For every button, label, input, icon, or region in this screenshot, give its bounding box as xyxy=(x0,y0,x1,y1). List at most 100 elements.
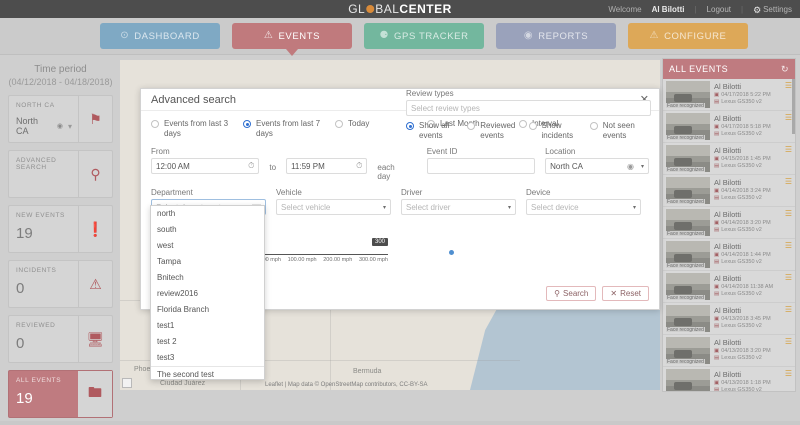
radio-reviewed-events[interactable]: Reviewed events xyxy=(467,121,528,141)
chevron-down-icon[interactable]: ▾ xyxy=(507,204,511,211)
event-meta: Al Bilotti ▣ 04/14/2018 11:38 AM ▤ Lexus GS3… xyxy=(714,273,779,300)
event-list-item[interactable]: Face recognized Al Bilotti ▣ 04/14/2018 11:… xyxy=(663,271,795,303)
car-icon: ▤ xyxy=(714,163,720,169)
event-meta: Al Bilotti ▣ 04/14/2018 1:44 PM ▤ Lexus GS35… xyxy=(714,241,779,268)
speed-slider[interactable]: 300 0.00 mph 100.00 mph 200.00 mph 300.0… xyxy=(258,236,454,272)
top-bar: GL BALCENTER Welcome Al Bilotti | Logout … xyxy=(0,0,800,18)
event-thumbnail[interactable]: Face recognized xyxy=(666,81,710,108)
department-option[interactable]: Tampa xyxy=(157,257,182,266)
department-option[interactable]: test 2 xyxy=(157,337,177,346)
refresh-icon[interactable]: ↻ xyxy=(780,63,789,74)
event-thumbnail[interactable]: Face recognized xyxy=(666,369,710,391)
department-option[interactable]: test3 xyxy=(157,353,175,362)
car-icon: ▤ xyxy=(714,195,720,201)
department-option[interactable]: review2016 xyxy=(157,289,198,298)
review-types-label: Review types xyxy=(406,89,454,98)
to-time-input[interactable]: 11:59 PM ⏱ xyxy=(286,158,368,174)
chevron-down-icon[interactable]: ▾ xyxy=(67,121,72,131)
event-list-item[interactable]: Face recognized Al Bilotti ▣ 04/17/2018 5:1… xyxy=(663,111,795,143)
event-list-item[interactable]: Face recognized Al Bilotti ▣ 04/13/2018 3:4… xyxy=(663,303,795,335)
radio-events-last-7-days[interactable]: Events from last 7 days xyxy=(243,119,335,139)
device-select[interactable]: Select device ▾ xyxy=(526,199,641,215)
search-button[interactable]: ⚲ Search xyxy=(546,286,597,301)
person-badge-icon: ☰ xyxy=(784,113,792,122)
radio-events-last-3-days[interactable]: Events from last 3 days xyxy=(151,119,243,139)
department-option[interactable]: south xyxy=(157,225,177,234)
tab-reports[interactable]: ◉ REPORTS xyxy=(496,23,616,49)
event-thumbnail[interactable]: Face recognized xyxy=(666,273,710,300)
driver-select[interactable]: Select driver ▾ xyxy=(401,199,516,215)
review-types-input[interactable]: Select review types xyxy=(406,100,651,116)
chevron-down-icon[interactable]: ▾ xyxy=(632,204,636,211)
sidebar-card-reviewed[interactable]: REVIEWED 0 🖥 xyxy=(8,315,113,363)
sidebar-card-new-events[interactable]: NEW EVENTS 19 ❗ xyxy=(8,205,113,253)
clear-circle-icon[interactable]: ◉ xyxy=(627,161,634,171)
event-thumbnail[interactable]: Face recognized xyxy=(666,145,710,172)
sidebar-card-reviewed-left: REVIEWED 0 xyxy=(9,316,78,362)
event-list-item[interactable]: Face recognized Al Bilotti ▣ 04/14/2018 1:4… xyxy=(663,239,795,271)
clear-circle-icon[interactable]: ◉ xyxy=(56,123,63,130)
sidebar-card-incidents-left: INCIDENTS 0 xyxy=(9,261,78,307)
sidebar-card-advanced-search[interactable]: ADVANCED SEARCH ⚲ xyxy=(8,150,113,198)
event-thumbnail[interactable]: Face recognized xyxy=(666,113,710,140)
department-option[interactable]: Bnitech xyxy=(157,273,184,282)
event-thumbnail[interactable]: Face recognized xyxy=(666,209,710,236)
logout-link[interactable]: Logout xyxy=(706,4,732,14)
clock-icon[interactable]: ⏱ xyxy=(248,161,255,170)
logo-globe-icon xyxy=(366,4,375,13)
event-vehicle-text: Lexus GS350 v2 xyxy=(721,163,762,169)
department-dropdown-list[interactable]: north south west Tampa Bnitech review2016 Flor… xyxy=(150,205,265,380)
settings-link[interactable]: ⚙ Settings xyxy=(753,5,792,15)
sidebar-card-all-events[interactable]: ALL EVENTS 19 🖿 xyxy=(8,370,113,418)
event-list-item[interactable]: Face recognized Al Bilotti ▣ 04/17/2018 5:2… xyxy=(663,79,795,111)
event-meta: Al Bilotti ▣ 04/13/2018 3:45 PM ▤ Lexus GS35… xyxy=(714,305,779,332)
radio-last-month[interactable]: Last Month xyxy=(427,119,519,139)
department-option[interactable]: The second test xyxy=(151,366,264,379)
tab-dashboard[interactable]: ⊙ DASHBOARD xyxy=(100,23,220,49)
radio-not-seen-events[interactable]: Not seen events xyxy=(589,121,651,141)
department-option[interactable]: test1 xyxy=(157,321,175,330)
map-zoom-control[interactable] xyxy=(122,378,132,388)
tab-gps-tracker[interactable]: ⚈ GPS TRACKER xyxy=(364,23,484,49)
speed-slider-handle-max[interactable] xyxy=(449,250,454,255)
speed-slider-track[interactable]: 300 xyxy=(258,238,454,272)
map-attribution[interactable]: Leaflet | Map data © OpenStreetMap contr… xyxy=(265,382,428,388)
event-id-input[interactable] xyxy=(426,158,536,174)
event-thumbnail[interactable]: Face recognized xyxy=(666,241,710,268)
thumb-vehicle xyxy=(674,126,692,134)
event-list-item[interactable]: Face recognized Al Bilotti ▣ 04/13/2018 3:2… xyxy=(663,335,795,367)
radio-interval[interactable]: Interval xyxy=(519,119,611,139)
reset-button[interactable]: ✕ Reset xyxy=(602,286,649,301)
radio-today[interactable]: Today xyxy=(335,119,427,139)
department-option[interactable]: Florida Branch xyxy=(157,305,210,314)
location-select[interactable]: North CA ◉ ▾ xyxy=(16,116,72,136)
from-time-input[interactable]: 12:00 AM ⏱ xyxy=(151,158,260,174)
thumb-vehicle xyxy=(674,158,692,166)
department-option[interactable]: north xyxy=(157,209,176,218)
location-select[interactable]: North CA ◉ ▾ xyxy=(545,158,649,174)
tab-configure[interactable]: ⚠ CONFIGURE xyxy=(628,23,748,49)
sidebar-card-incidents[interactable]: INCIDENTS 0 ⚠ xyxy=(8,260,113,308)
search-icon: ⚲ xyxy=(554,289,561,298)
event-thumbnail[interactable]: Face recognized xyxy=(666,305,710,332)
face-recognized-tag: Face recognized xyxy=(666,295,705,300)
tab-events[interactable]: ⚠ EVENTS xyxy=(232,23,352,56)
vehicle-select[interactable]: Select vehicle ▾ xyxy=(276,199,391,215)
radio-show-all-events[interactable]: Show all events xyxy=(406,121,467,141)
clock-icon[interactable]: ⏱ xyxy=(356,161,363,170)
event-thumbnail[interactable]: Face recognized xyxy=(666,337,710,364)
events-scrollbar[interactable] xyxy=(792,79,795,134)
all-events-list[interactable]: Face recognized Al Bilotti ▣ 04/17/2018 5:2… xyxy=(663,79,795,391)
from-time-value: 12:00 AM xyxy=(156,161,190,171)
chevron-down-icon[interactable]: ▾ xyxy=(382,204,386,211)
sidebar-card-location[interactable]: NORTH CA North CA ◉ ▾ ⚑ xyxy=(8,95,113,143)
event-list-item[interactable]: Face recognized Al Bilotti ▣ 04/14/2018 3:2… xyxy=(663,175,795,207)
calendar-icon: ▣ xyxy=(714,220,720,226)
event-list-item[interactable]: Face recognized Al Bilotti ▣ 04/14/2018 3:2… xyxy=(663,207,795,239)
department-option[interactable]: west xyxy=(157,241,174,250)
event-list-item[interactable]: Face recognized Al Bilotti ▣ 04/15/2018 1:4… xyxy=(663,143,795,175)
radio-show-incidents[interactable]: Show incidents xyxy=(528,121,590,141)
event-thumbnail[interactable]: Face recognized xyxy=(666,177,710,204)
chevron-down-icon[interactable]: ▾ xyxy=(640,163,644,170)
